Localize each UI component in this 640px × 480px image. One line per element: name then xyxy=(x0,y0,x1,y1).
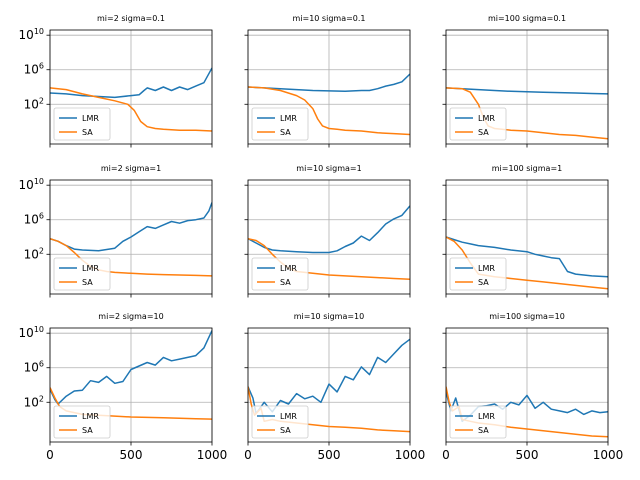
subplot-8: 0 500 1000 mi=10 sigma=10 LMR SA xyxy=(244,312,425,462)
x-tick-label: 1000 xyxy=(197,448,228,462)
legend-label-lmr: LMR xyxy=(478,114,495,123)
series-line-sa xyxy=(50,87,212,132)
subplot-7: 0 500 1000 102 106 1010 mi=2 sigma=10 LMR SA xyxy=(19,312,228,462)
series-line-lmr xyxy=(446,236,608,278)
subplot-title: mi=2 sigma=0.1 xyxy=(97,14,165,23)
legend-label-lmr: LMR xyxy=(82,264,99,273)
subplot-title: mi=2 sigma=10 xyxy=(98,312,163,321)
y-tick-label: 102 xyxy=(24,96,44,111)
y-tick-label: 106 xyxy=(24,360,44,375)
x-tick-label: 1000 xyxy=(395,448,426,462)
subplot-3: mi=100 sigma=0.1 LMR SA xyxy=(442,14,609,148)
series-line-lmr xyxy=(50,330,212,405)
series-line-lmr xyxy=(50,202,212,252)
y-tick-label: 106 xyxy=(24,62,44,77)
y-tick-label: 102 xyxy=(24,246,44,261)
legend-label-lmr: LMR xyxy=(280,412,297,421)
y-tick-label: 1010 xyxy=(19,27,44,42)
legend-label-sa: SA xyxy=(478,128,489,137)
x-tick-label: 500 xyxy=(318,448,341,462)
legend-label-lmr: LMR xyxy=(82,412,99,421)
subplot-9: 0 500 1000 mi=100 sigma=10 LMR SA xyxy=(442,312,623,462)
legend: LMR SA xyxy=(53,107,111,141)
legend: LMR SA xyxy=(449,107,507,141)
legend: LMR SA xyxy=(251,107,309,141)
legend-label-sa: SA xyxy=(82,426,93,435)
legend-label-lmr: LMR xyxy=(478,412,495,421)
subplot-1: 102 106 1010 mi=2 sigma=0.1 LMR SA xyxy=(19,14,213,148)
series-line-sa xyxy=(248,86,410,136)
legend-label-sa: SA xyxy=(280,128,291,137)
legend: LMR SA xyxy=(251,257,309,291)
legend: LMR SA xyxy=(53,257,111,291)
subplot-4: 102 106 1010 mi=2 sigma=1 LMR SA xyxy=(19,164,213,298)
legend-label-lmr: LMR xyxy=(478,264,495,273)
x-tick-label: 1000 xyxy=(593,448,624,462)
legend: LMR SA xyxy=(53,405,111,439)
y-tick-label: 1010 xyxy=(19,177,44,192)
subplot-title: mi=100 sigma=10 xyxy=(489,312,565,321)
subplot-2: mi=10 sigma=0.1 LMR SA xyxy=(244,14,411,148)
legend-label-sa: SA xyxy=(280,278,291,287)
legend-label-sa: SA xyxy=(82,128,93,137)
y-tick-label: 102 xyxy=(24,394,44,409)
x-tick-label: 500 xyxy=(120,448,143,462)
subplot-title: mi=10 sigma=10 xyxy=(294,312,365,321)
x-tick-label: 0 xyxy=(442,448,450,462)
legend: LMR SA xyxy=(449,405,507,439)
legend: LMR SA xyxy=(449,257,507,291)
legend-label-sa: SA xyxy=(280,426,291,435)
y-tick-label: 106 xyxy=(24,212,44,227)
x-tick-label: 500 xyxy=(516,448,539,462)
subplot-6: mi=100 sigma=1 LMR SA xyxy=(442,164,609,298)
series-line-sa xyxy=(446,236,608,290)
x-tick-label: 0 xyxy=(46,448,54,462)
legend-label-sa: SA xyxy=(478,426,489,435)
x-tick-label: 0 xyxy=(244,448,252,462)
legend-label-lmr: LMR xyxy=(280,264,297,273)
series-line-lmr xyxy=(446,87,608,95)
legend-label-lmr: LMR xyxy=(82,114,99,123)
subplot-title: mi=100 sigma=0.1 xyxy=(488,14,566,23)
legend-label-sa: SA xyxy=(478,278,489,287)
subplot-title: mi=100 sigma=1 xyxy=(492,164,563,173)
legend-label-lmr: LMR xyxy=(280,114,297,123)
subplot-5: mi=10 sigma=1 LMR SA xyxy=(244,164,411,298)
legend-label-sa: SA xyxy=(82,278,93,287)
subplot-title: mi=10 sigma=0.1 xyxy=(292,14,365,23)
series-line-lmr xyxy=(248,205,410,254)
subplot-title: mi=10 sigma=1 xyxy=(296,164,361,173)
legend: LMR SA xyxy=(251,405,309,439)
subplot-title: mi=2 sigma=1 xyxy=(101,164,161,173)
series-line-lmr xyxy=(248,73,410,93)
y-tick-label: 1010 xyxy=(19,325,44,340)
